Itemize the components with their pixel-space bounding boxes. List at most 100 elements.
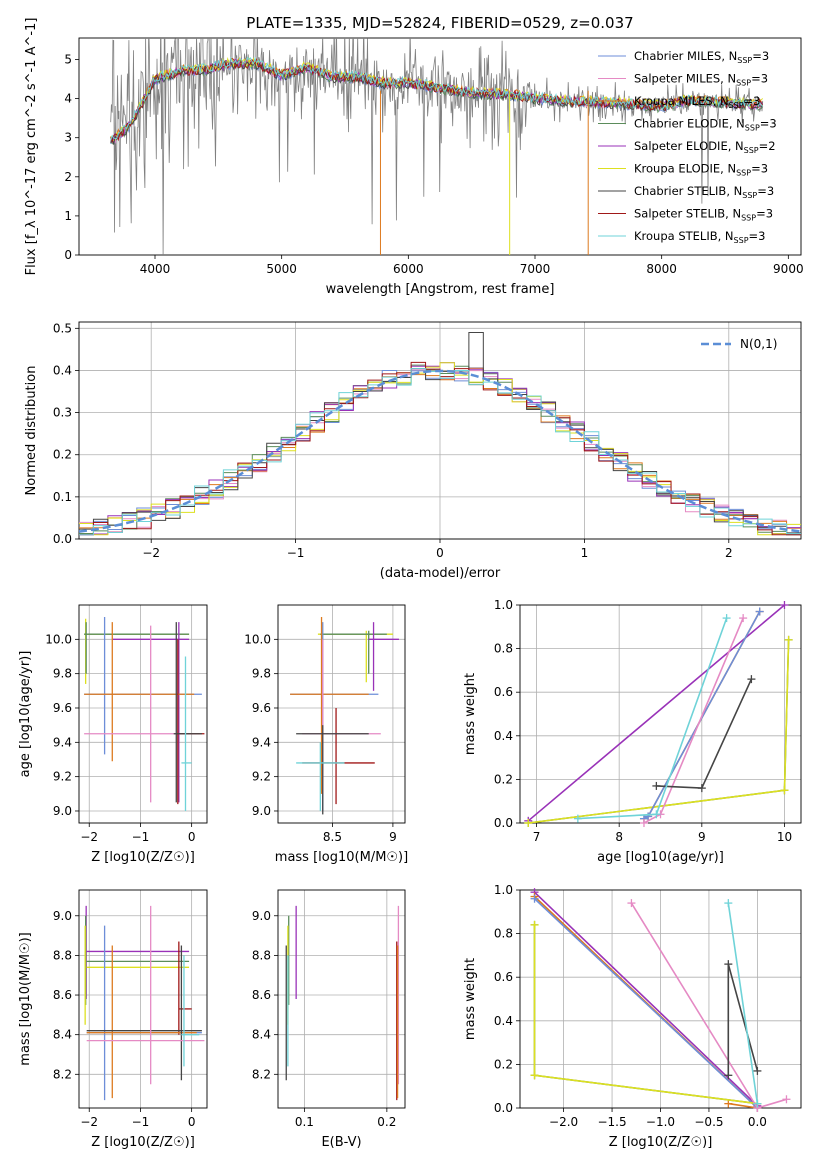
axes-frame (277, 604, 406, 824)
y-tick-label: 8.6 (53, 988, 72, 1002)
weight-marker (782, 1095, 791, 1104)
gridlines (278, 605, 405, 823)
weight-marker (747, 675, 756, 684)
ticks: 4000 5000 6000 7000 8000 9000 0 1 2 3 4 5 (64, 53, 803, 276)
weight-marker (627, 899, 636, 908)
y-axis-label: age [log10(age/yr)] (18, 651, 33, 778)
x-tick-label: 4000 (140, 262, 171, 276)
x-tick-label: 0.0 (748, 1115, 767, 1129)
y-axis-label: mass weight (463, 673, 478, 755)
x-axis-label: (data-model)/error (380, 566, 501, 581)
legend-entry: Salpeter MILES, NSSP=3 (634, 72, 768, 88)
weight-marker (780, 601, 789, 609)
errorbar (302, 707, 375, 805)
y-tick-label: 9.6 (252, 701, 271, 715)
y-tick-label: 10.0 (45, 632, 72, 646)
weight-marker (639, 819, 648, 827)
errorbar (84, 925, 190, 1025)
x-tick-label: −2 (142, 546, 160, 560)
x-tick-label: 8000 (646, 262, 677, 276)
legend-entry: Salpeter ELODIE, NSSP=2 (634, 139, 776, 155)
y-tick-label: 1.0 (494, 883, 513, 897)
x-tick-label: 2 (725, 546, 733, 560)
y-tick-label: 0.2 (494, 1057, 513, 1071)
x-tick-label: −1.0 (646, 1115, 675, 1129)
y-tick-label: 3 (64, 131, 72, 145)
errorbar (296, 742, 345, 811)
x-tick-label: 0 (188, 830, 196, 844)
errorbar (86, 905, 205, 1085)
x-tick-label: 1 (581, 546, 589, 560)
errorbar (290, 617, 369, 794)
y-tick-label: 2 (64, 170, 72, 184)
ticks: 0.1 0.2 8.2 8.4 8.6 8.8 9.0 (252, 909, 396, 1129)
weight-marker (652, 781, 661, 790)
axes-frame (277, 889, 406, 1109)
axes-frame (78, 37, 802, 256)
weight-marker (724, 1071, 733, 1080)
weight-marker (722, 614, 731, 623)
x-tick-label: −1 (132, 830, 150, 844)
x-tick-label: 9 (698, 830, 706, 844)
y-tick-label: 9.2 (252, 770, 271, 784)
axes-frame (519, 889, 802, 1109)
y-tick-label: 1.0 (494, 598, 513, 612)
y-tick-label: 9.6 (53, 701, 72, 715)
y-axis-label: Normed distribution (24, 366, 39, 496)
y-tick-label: 8.2 (53, 1067, 72, 1081)
axes-frame (519, 604, 802, 824)
errorbar (317, 630, 393, 683)
weight-marker (739, 614, 748, 623)
y-tick-label: 0.4 (494, 1014, 513, 1028)
legend: N(0,1) (701, 337, 777, 351)
weight-line (533, 898, 758, 1108)
panel-age_vs_mass: 8.5 9 9.0 9.2 9.4 9.6 9.8 10.0 mass [log10(M/M☉)… (244, 604, 408, 865)
y-axis-label: Flux [f_λ 10^-17 erg cm^-2 s^-1 A^-1] (24, 18, 39, 276)
y-tick-label: 9.0 (252, 909, 271, 923)
y-tick-label: 9.0 (53, 804, 72, 818)
panel-mass_vs_ebv: 0.1 0.2 8.2 8.4 8.6 8.8 9.0 E(B-V) (252, 889, 406, 1150)
weight-marker (697, 784, 706, 793)
gridlines (520, 604, 801, 824)
panel-residuals: −2 −1 0 1 2 0.0 0.1 0.2 0.3 0.4 0.5 (data-model)/er… (24, 321, 802, 581)
histogram-series (79, 361, 801, 536)
ticks: 8.5 9 9.0 9.2 9.4 9.6 9.8 10.0 (244, 632, 396, 844)
model-spectrum-line (110, 56, 764, 141)
weight-line (533, 895, 759, 1108)
x-tick-label: 6000 (393, 262, 424, 276)
errorbar (86, 945, 197, 1099)
errorbar (181, 656, 192, 811)
weight-marker (530, 920, 539, 929)
gridlines (278, 890, 405, 1108)
y-tick-label: 0.5 (53, 321, 72, 335)
y-tick-label: 8.6 (252, 988, 271, 1002)
x-tick-label: 9000 (773, 262, 804, 276)
y-tick-label: 0.8 (494, 642, 513, 656)
x-axis-label: E(B-V) (321, 1135, 361, 1150)
x-tick-label: −0.5 (694, 1115, 723, 1129)
weight-marker (724, 1099, 733, 1108)
ticks: −2.0 −1.5 −1.0 −0.5 0.0 0.0 0.2 0.4 0.6 0.8 1.0 (494, 883, 767, 1129)
gridlines (79, 890, 207, 1108)
weight-line (527, 605, 786, 822)
legend-entry: Kroupa MILES, NSSP=3 (634, 94, 760, 110)
weight-marker (530, 1071, 539, 1080)
y-tick-label: 0.2 (53, 448, 72, 462)
y-tick-label: 8.4 (252, 1028, 271, 1042)
y-tick-label: 9.8 (252, 667, 271, 681)
y-tick-label: 8.4 (53, 1028, 72, 1042)
x-tick-label: 9 (389, 830, 397, 844)
weight-marker (724, 960, 733, 969)
weight-marker (644, 812, 653, 821)
x-tick-label: −1.5 (597, 1115, 626, 1129)
x-tick-label: 8 (615, 830, 623, 844)
x-tick-label: 0 (188, 1115, 196, 1129)
panel-weight_vs_age: 7 8 9 10 0.0 0.2 0.4 0.6 0.8 1.0 age [log10(age/yr… (463, 598, 802, 865)
axes-frame (78, 889, 208, 1109)
legend-entry: Kroupa STELIB, NSSP=3 (634, 229, 765, 245)
panel-age_vs_Z: −2 −1 0 9.0 9.2 9.4 9.6 9.8 10.0 Z [log10(Z/Z☉)] a… (18, 604, 208, 865)
y-tick-label: 0.1 (53, 490, 72, 504)
weight-line (727, 963, 759, 1076)
x-tick-label: −1 (132, 1115, 150, 1129)
weight-marker (753, 1099, 762, 1108)
